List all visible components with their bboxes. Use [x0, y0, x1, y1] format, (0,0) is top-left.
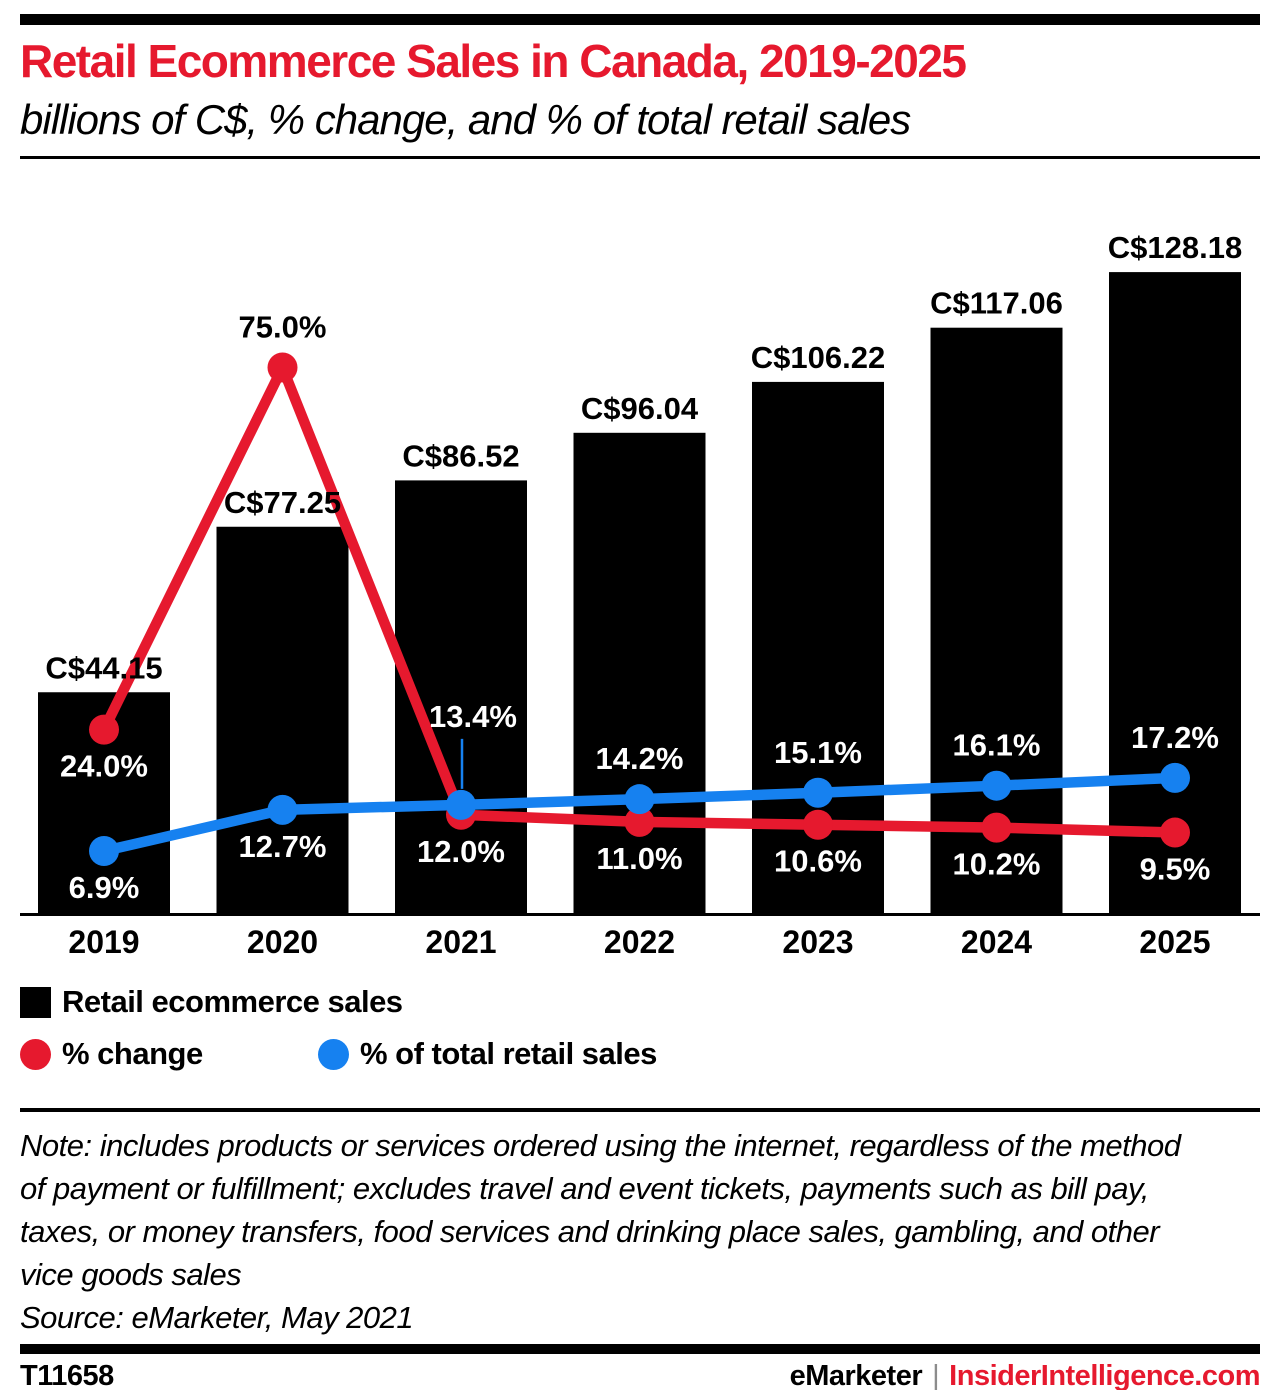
footer: T11658 eMarketer | InsiderIntelligence.c… — [20, 1360, 1260, 1390]
page-subtitle: billions of C$, % change, and % of total… — [20, 96, 911, 143]
point-blue-2019 — [89, 836, 119, 867]
pct-of-total-label-2020: 12.7% — [239, 829, 327, 864]
x-axis-label-2023: 2023 — [782, 924, 853, 960]
point-red-2020 — [267, 352, 298, 383]
point-red-2022 — [624, 806, 655, 837]
x-axis-label-2025: 2025 — [1139, 924, 1210, 960]
legend-item-pct-of-total: % of total retail sales — [318, 1036, 657, 1072]
pct-of-total-label-2022: 14.2% — [596, 741, 684, 776]
point-blue-2023 — [803, 777, 833, 808]
pct-of-total-label-2019: 6.9% — [69, 870, 140, 905]
pct-change-label-2019: 24.0% — [60, 749, 148, 784]
note-text: Note: includes products or services orde… — [20, 1128, 1181, 1292]
pct-change-label-2023: 10.6% — [774, 844, 862, 879]
footer-branding: eMarketer | InsiderIntelligence.com — [789, 1360, 1261, 1390]
bar-value-label-2022: C$96.04 — [581, 391, 699, 426]
point-blue-2020 — [267, 794, 298, 825]
bar-2020 — [216, 526, 349, 913]
point-red-2019 — [89, 714, 119, 745]
point-red-2024 — [981, 812, 1012, 843]
brand-separator: | — [932, 1360, 940, 1390]
footnotes: Note: includes products or services orde… — [20, 1124, 1195, 1339]
pct-of-total-label-2023: 15.1% — [774, 735, 862, 770]
source-text: Source: eMarketer, May 2021 — [20, 1300, 414, 1335]
pct-of-total-label-2021: 13.4% — [429, 699, 517, 734]
bar-value-label-2025: C$128.18 — [1108, 230, 1242, 265]
header-divider — [20, 156, 1260, 159]
legend-row-lines: % change % of total retail sales — [20, 1036, 1260, 1072]
x-axis-label-2022: 2022 — [604, 924, 675, 960]
bar-2025 — [1109, 272, 1241, 914]
chart-id: T11658 — [20, 1360, 114, 1390]
legend-label: Retail ecommerce sales — [62, 984, 403, 1019]
note-divider — [20, 1108, 1260, 1112]
top-rule — [20, 14, 1260, 25]
pct-change-label-2024: 10.2% — [953, 847, 1041, 882]
x-axis-label-2019: 2019 — [68, 924, 139, 960]
point-blue-2021 — [446, 789, 476, 820]
blue-dot-swatch-icon — [318, 1038, 349, 1070]
x-axis-label-2024: 2024 — [961, 924, 1032, 960]
bar-value-label-2019: C$44.15 — [45, 650, 162, 685]
legend-item-retail-ecommerce-sales: Retail ecommerce sales — [20, 984, 403, 1020]
point-red-2023 — [803, 809, 833, 840]
bar-swatch-icon — [20, 986, 51, 1018]
pct-of-total-label-2025: 17.2% — [1131, 720, 1219, 755]
bar-value-label-2024: C$117.06 — [930, 286, 1063, 321]
point-red-2025 — [1160, 817, 1190, 848]
pct-change-label-2020: 75.0% — [239, 310, 327, 345]
point-blue-2022 — [624, 784, 655, 815]
bar-value-label-2021: C$86.52 — [402, 438, 519, 473]
x-axis-label-2021: 2021 — [425, 924, 496, 960]
brand-insider-intelligence: InsiderIntelligence.com — [949, 1360, 1260, 1390]
legend-row-bars: Retail ecommerce sales — [20, 984, 1260, 1020]
page-title: Retail Ecommerce Sales in Canada, 2019-2… — [20, 35, 967, 87]
legend-item-pct-change: % change — [20, 1036, 203, 1072]
pct-of-total-label-2024: 16.1% — [953, 728, 1041, 763]
combo-chart: C$44.15 C$77.25 C$86.52 C$96.04 C$106.22 C$11… — [20, 230, 1260, 960]
chart-legend: Retail ecommerce sales % change % of tot… — [20, 984, 1260, 1088]
pct-change-label-2025: 9.5% — [1140, 852, 1211, 887]
x-axis-label-2020: 2020 — [247, 924, 318, 960]
footer-rule — [20, 1344, 1260, 1354]
legend-label: % change — [62, 1036, 203, 1071]
pct-change-label-2022: 11.0% — [596, 841, 682, 876]
legend-label: % of total retail sales — [360, 1036, 657, 1071]
point-blue-2025 — [1160, 762, 1190, 793]
pct-change-label-2021: 12.0% — [417, 834, 505, 869]
bar-value-label-2020: C$77.25 — [224, 485, 341, 520]
brand-emarketer: eMarketer — [789, 1360, 923, 1390]
red-dot-swatch-icon — [20, 1038, 51, 1070]
bar-value-label-2023: C$106.22 — [751, 340, 885, 375]
point-blue-2024 — [981, 770, 1012, 801]
